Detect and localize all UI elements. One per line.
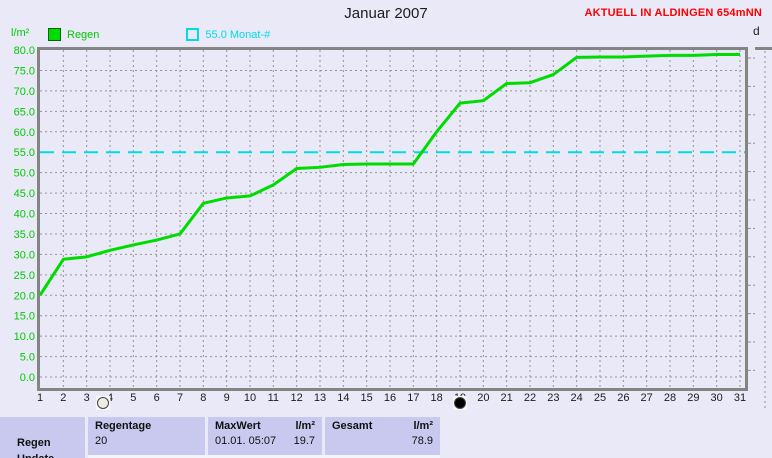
x-tick-label: 10: [244, 392, 256, 404]
new-moon-icon: [454, 397, 466, 409]
summary-gesamt-cell: Gesamt l/m² 78.9: [325, 417, 440, 455]
x-tick-label: 15: [361, 392, 373, 404]
chart-legend: Regen 55.0 Monat-#: [48, 28, 270, 41]
x-tick-label: 13: [314, 392, 326, 404]
x-tick-label: 14: [337, 392, 349, 404]
maxwert-amount-value: 19.7: [293, 435, 315, 447]
x-tick-label: 27: [641, 392, 653, 404]
y-tick-label: 30.0: [14, 249, 35, 261]
y-tick-label: 5.0: [20, 352, 35, 364]
y-tick-label: 40.0: [14, 209, 35, 221]
regen-series-line: [38, 52, 740, 297]
x-tick-label: 7: [177, 392, 183, 404]
gesamt-amount-value: 78.9: [411, 435, 433, 447]
x-tick-label: 12: [291, 392, 303, 404]
regentage-value: 20: [95, 435, 108, 447]
summary-maxwert-cell: MaxWert l/m² 01.01. 05:07 19.7: [208, 417, 322, 455]
regentage-header: Regentage: [95, 420, 152, 432]
x-tick-label: 20: [477, 392, 489, 404]
maxwert-unit-header: l/m²: [295, 420, 315, 432]
x-tick-label: 23: [547, 392, 559, 404]
x-tick-label: 22: [524, 392, 536, 404]
y-tick-label: 25.0: [14, 270, 35, 282]
station-banner: AKTUELL IN ALDINGEN 654mNN: [584, 7, 762, 19]
x-tick-label: 29: [687, 392, 699, 404]
y-tick-label: 60.0: [14, 127, 35, 139]
x-tick-label: 1: [37, 392, 43, 404]
y-tick-label: 20.0: [14, 290, 35, 302]
chart-title: Januar 2007: [344, 5, 428, 22]
y-tick-label: 45.0: [14, 188, 35, 200]
plot-border: [37, 47, 748, 391]
x-tick-label: 28: [664, 392, 676, 404]
x-tick-label: 21: [501, 392, 513, 404]
summary-table: Regen Update Regentage 20 MaxWert l/m² 0…: [0, 415, 772, 458]
monat-threshold-swatch-icon: [186, 28, 200, 41]
y-tick-label: 55.0: [14, 147, 35, 159]
x-tick-label: 26: [617, 392, 629, 404]
next-panel-unit-label: d: [753, 24, 760, 38]
y-tick-label: 0.0: [20, 372, 35, 384]
summary-regentage-cell: Regentage 20: [88, 417, 205, 455]
x-tick-label: 18: [431, 392, 443, 404]
legend-monat-label[interactable]: 55.0 Monat-#: [205, 28, 271, 41]
x-tick-label: 31: [734, 392, 746, 404]
legend-regen-label[interactable]: Regen: [67, 28, 100, 41]
x-tick-label: 6: [154, 392, 160, 404]
y-tick-label: 65.0: [14, 106, 35, 118]
y-tick-label: 35.0: [14, 229, 35, 241]
maxwert-header: MaxWert: [215, 420, 261, 432]
x-tick-label: 16: [384, 392, 396, 404]
summary-sensor-cell[interactable]: Regen Update: [0, 417, 85, 458]
gesamt-unit-header: l/m²: [413, 420, 433, 432]
x-tick-label: 17: [407, 392, 419, 404]
regen-series-swatch-icon: [48, 28, 61, 41]
y-axis-unit-label: l/m²: [11, 27, 30, 39]
y-tick-label: 50.0: [14, 168, 35, 180]
next-panel-border-fragment: [755, 47, 772, 50]
y-tick-label: 80.0: [14, 45, 35, 57]
x-tick-label: 25: [594, 392, 606, 404]
x-tick-label: 11: [268, 392, 279, 404]
x-tick-label: 3: [84, 392, 90, 404]
y-tick-label: 10.0: [14, 331, 35, 343]
maxwert-datetime-value: 01.01. 05:07: [215, 435, 277, 447]
x-tick-label: 2: [60, 392, 66, 404]
x-tick-label: 5: [130, 392, 136, 404]
sensor-next-row-label-clipped: Update: [17, 453, 54, 458]
gesamt-header: Gesamt: [332, 420, 373, 432]
x-tick-label: 8: [200, 392, 206, 404]
x-tick-label: 24: [571, 392, 583, 404]
full-moon-icon: [97, 397, 109, 409]
y-tick-label: 15.0: [14, 311, 35, 323]
sensor-name-label: Regen: [17, 437, 51, 449]
x-tick-label: 9: [224, 392, 230, 404]
table-row-separator: [88, 455, 440, 458]
y-tick-label: 75.0: [14, 65, 35, 77]
x-tick-label: 30: [711, 392, 723, 404]
rain-cumulative-chart: 0.0 5.0 10.0 15.0 20.0 25.0 30.0 35.0 40.0 45.0 50…: [14, 45, 772, 410]
y-tick-label: 70.0: [14, 86, 35, 98]
